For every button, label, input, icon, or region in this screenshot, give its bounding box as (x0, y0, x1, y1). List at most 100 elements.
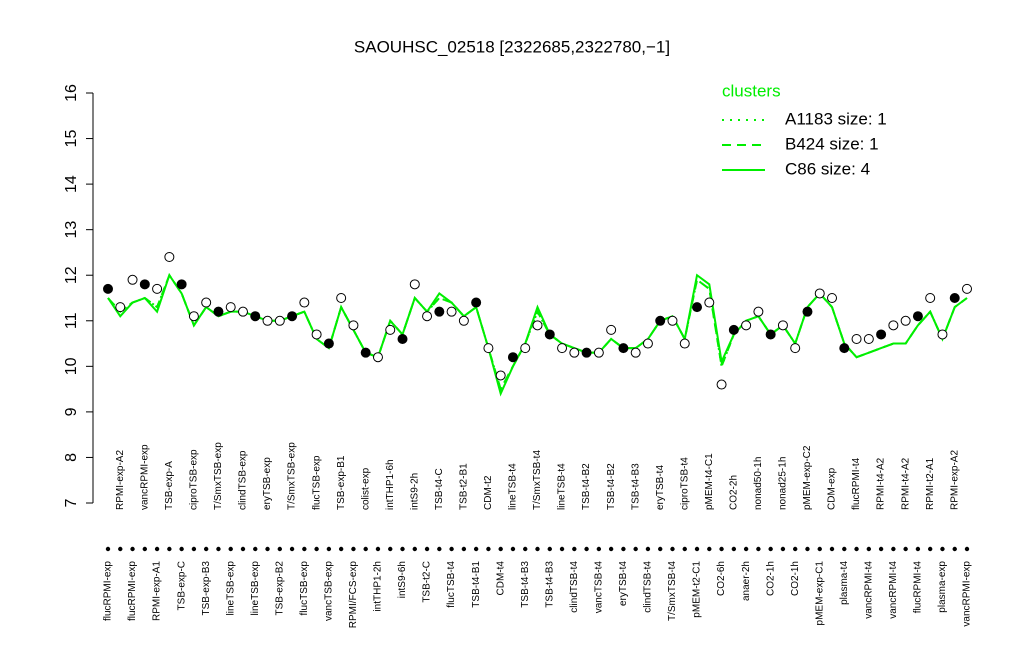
rug-dot (915, 546, 921, 552)
x-tick-label: RPMI-exp-A1 (152, 561, 163, 621)
x-tick-label: plasma-t4 (839, 561, 850, 605)
rug-dot (486, 546, 491, 552)
x-tick-label: CO2-6h (716, 561, 727, 596)
data-point (348, 320, 359, 331)
x-tick-label: T/SmxTSB-t4 (667, 561, 678, 621)
x-tick-label: TSB-t4-B2 (581, 463, 592, 510)
data-point (299, 297, 310, 308)
rug-dot (707, 546, 712, 552)
x-tick-label: intTHP1-6h (385, 459, 396, 510)
rug-dot (203, 546, 209, 552)
rug-dot (191, 546, 197, 552)
rug-dot (940, 546, 945, 552)
x-tick-label: TSB-t4-B3 (520, 561, 531, 608)
rug-dot (817, 546, 822, 552)
rug-dot (903, 546, 908, 552)
data-point (213, 306, 224, 317)
data-point (139, 279, 150, 290)
x-tick-label: pMEM-exp-C1 (814, 561, 825, 626)
data-point (311, 329, 322, 340)
x-tick-label: vancTSB-t4 (593, 561, 604, 614)
x-tick-label: TSB-t4-C (434, 468, 445, 510)
cluster-line (107, 272, 968, 397)
x-tick-label: flucRPMI-t4 (913, 561, 924, 614)
rug-dot (793, 546, 798, 552)
x-tick-label: CO2-1h (790, 561, 801, 596)
data-point (790, 343, 801, 354)
x-tick-label: pMEM-t2-C1 (692, 561, 703, 618)
rug-dot (388, 546, 393, 552)
data-point (741, 320, 752, 331)
rug-dot (167, 546, 172, 552)
data-point (716, 379, 727, 390)
data-point (925, 293, 936, 303)
data-point (250, 311, 261, 322)
rug-dot (584, 546, 589, 552)
rug-dot (621, 546, 626, 552)
cluster-line (107, 273, 968, 392)
x-tick-label: TSB-t4-B3 (630, 463, 641, 510)
data-point (287, 311, 298, 322)
data-point (642, 338, 653, 349)
data-point (851, 334, 862, 344)
x-tick-label: intTHP1-2h (373, 561, 384, 612)
data-point (937, 329, 948, 340)
data-point (962, 283, 972, 294)
x-tick-label: eryTSB-exp (262, 457, 273, 510)
x-tick-label: CDM-t2 (483, 475, 494, 510)
rug-dot (240, 546, 246, 552)
data-point (802, 306, 813, 317)
data-point (176, 279, 187, 290)
rug-dot (179, 546, 184, 552)
x-tick-label: TSB-exp-C (176, 561, 187, 610)
rug-dot (498, 546, 503, 552)
data-point (225, 302, 236, 313)
data-point (949, 293, 960, 303)
data-point (765, 329, 776, 340)
rug-dot (412, 546, 417, 552)
y-tick-label: 11 (63, 312, 80, 329)
y-tick-label: 7 (63, 498, 80, 507)
rug-dot (400, 546, 405, 552)
rug-dot (461, 546, 467, 552)
x-tick-label: TSB-exp-B1 (336, 455, 347, 510)
x-tick-label: lineTSB-exp (250, 561, 261, 616)
x-tick-label: eryTSB-t4 (618, 561, 629, 606)
legend-label: B424 size: 1 (785, 134, 879, 153)
rug-dot (142, 546, 148, 552)
data-point (237, 306, 248, 317)
x-tick-label: CO2-2h (728, 475, 739, 510)
x-tick-label: T/SmxTSB-exp (287, 442, 298, 510)
y-tick-label: 14 (63, 175, 80, 193)
rug-dot (658, 546, 663, 552)
data-point (385, 324, 396, 335)
rug-dot (105, 546, 111, 552)
legend-title: clusters (722, 81, 781, 100)
x-tick-label: RPMI-t2-A1 (925, 457, 936, 510)
data-point (912, 311, 923, 322)
cluster-line (107, 273, 968, 392)
rug-dot (424, 546, 430, 552)
y-tick-label: 10 (63, 357, 80, 375)
x-tick-label: anaer-2h (741, 561, 752, 601)
x-tick-label: T/SmxTSB-exp (213, 442, 224, 510)
chart-title: SAOUHSC_02518 [2322685,2322780,−1] (354, 37, 670, 56)
data-point (127, 274, 138, 285)
rug-dot (891, 546, 896, 552)
data-point (888, 320, 899, 331)
rug-dot (694, 546, 700, 552)
legend-label: C86 size: 4 (785, 159, 870, 178)
rug-dot (670, 546, 675, 552)
data-point (483, 343, 494, 354)
data-point (323, 338, 334, 349)
x-tick-label: TSB-t4-B3 (544, 561, 555, 608)
x-tick-label: TSB-exp-B3 (201, 561, 212, 616)
data-point (704, 297, 715, 308)
data-point (814, 288, 825, 299)
legend-label: A1183 size: 1 (785, 109, 887, 128)
rug-dot (265, 546, 270, 552)
data-point (262, 315, 273, 326)
rug-dot (449, 546, 454, 552)
rug-dot (572, 546, 577, 552)
rug-dot (277, 546, 282, 552)
